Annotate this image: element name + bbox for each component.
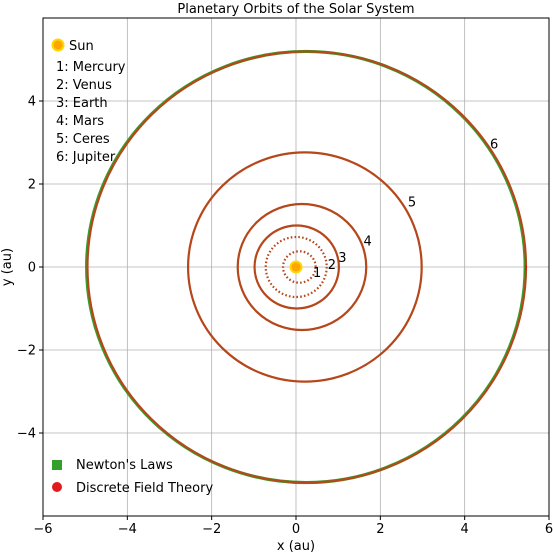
- y-tick-label: −2: [17, 344, 36, 359]
- planet-legend-item: 5: Ceres: [56, 132, 110, 147]
- y-tick-label: 4: [28, 95, 36, 110]
- x-tick-label: 6: [545, 522, 553, 537]
- x-axis-label: x (au): [277, 539, 315, 554]
- orbit-labels: 12 3 4 5 6: [313, 138, 498, 282]
- sun-legend-marker: [51, 38, 65, 52]
- x-axis-ticks: −6 −4 −2 0 2 4 6: [33, 516, 553, 537]
- x-tick-label: −4: [118, 522, 137, 537]
- orbit-2: [264, 235, 328, 299]
- newton-legend-marker: [52, 460, 62, 470]
- method-legend: Newton's Laws Discrete Field Theory: [52, 458, 213, 496]
- sun-dot: [289, 260, 303, 274]
- planet-legend-item: 1: Mercury: [56, 60, 126, 75]
- x-tick-label: −6: [33, 522, 52, 537]
- newton-legend-label: Newton's Laws: [76, 458, 173, 473]
- planet-legend-item: 6: Jupiter: [56, 150, 116, 165]
- y-axis-label: y (au): [0, 248, 15, 286]
- y-axis-ticks: −4 −2 0 2 4: [17, 95, 43, 442]
- x-tick-label: 4: [461, 522, 469, 537]
- y-tick-label: 0: [28, 261, 36, 276]
- orbit-3: [253, 224, 340, 310]
- orbit-label-4: 4: [364, 234, 372, 249]
- dft-legend-marker: [52, 482, 62, 492]
- sun-marker: [289, 260, 303, 274]
- sun-legend-label: Sun: [69, 39, 94, 54]
- orbit-label-2: 2: [328, 258, 336, 273]
- orbit-label-5: 5: [408, 196, 416, 211]
- orbits: [85, 49, 528, 485]
- orbit-label-3: 3: [338, 251, 346, 266]
- planet-legend: Sun 1: Mercury 2: Venus 3: Earth 4: Mars…: [51, 38, 126, 165]
- planet-legend-item: 2: Venus: [56, 78, 112, 93]
- planet-legend-item: 3: Earth: [56, 96, 108, 111]
- orbit-label-1: 1: [313, 266, 321, 281]
- chart-title: Planetary Orbits of the Solar System: [177, 2, 414, 17]
- x-tick-label: −2: [202, 522, 221, 537]
- x-tick-label: 2: [376, 522, 384, 537]
- grid-lines: [42, 18, 550, 516]
- x-tick-label: 0: [292, 522, 300, 537]
- orbit-1: [281, 250, 317, 284]
- orbit-label-6: 6: [490, 138, 498, 153]
- orbit-4: [236, 202, 368, 332]
- dft-legend-label: Discrete Field Theory: [76, 481, 213, 496]
- y-tick-label: −4: [17, 427, 36, 442]
- orbit-5: [186, 151, 423, 383]
- planet-legend-item: 4: Mars: [56, 114, 104, 129]
- y-tick-label: 2: [28, 178, 36, 193]
